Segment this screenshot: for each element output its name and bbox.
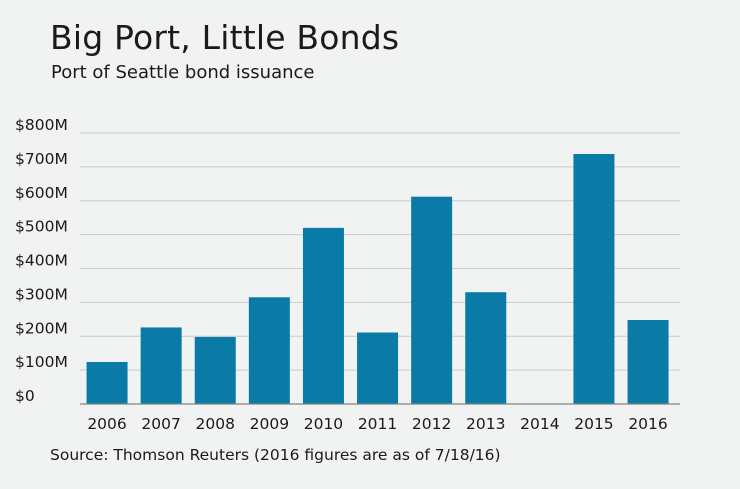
x-tick-label: 2009 — [250, 415, 289, 433]
bar-2007 — [140, 327, 182, 404]
y-tick-label: $500M — [15, 218, 68, 236]
bar-2009 — [248, 297, 290, 404]
bar-2008 — [194, 336, 236, 404]
x-tick-label: 2008 — [196, 415, 235, 433]
y-tick-label: $300M — [15, 285, 68, 303]
y-tick-label: $800M — [15, 116, 68, 134]
x-tick-label: 2010 — [304, 415, 343, 433]
x-tick-label: 2015 — [574, 415, 613, 433]
bar-2011 — [357, 332, 399, 404]
source-note: Source: Thomson Reuters (2016 figures ar… — [50, 446, 501, 464]
y-tick-label: $600M — [15, 184, 68, 202]
y-tick-label: $0 — [15, 387, 35, 405]
x-tick-label: 2006 — [87, 415, 126, 433]
y-tick-label: $200M — [15, 319, 68, 337]
x-tick-label: 2012 — [412, 415, 451, 433]
x-tick-label: 2007 — [141, 415, 180, 433]
x-axis-tick-labels: 2006 2007 2008 2009 2010 2011 2012 2013 2014 2015… — [87, 415, 667, 433]
y-axis-tick-labels: $0 $100M $200M $300M $400M $500M $600M $700M $80… — [15, 116, 68, 405]
bar-2010 — [302, 227, 344, 404]
chart-title: Big Port, Little Bonds — [50, 18, 400, 57]
x-tick-label: 2014 — [520, 415, 559, 433]
bars — [86, 154, 669, 404]
bar-2013 — [465, 292, 507, 404]
y-tick-label: $100M — [15, 353, 68, 371]
chart-subtitle: Port of Seattle bond issuance — [51, 62, 315, 83]
y-tick-label: $700M — [15, 150, 68, 168]
x-tick-label: 2013 — [466, 415, 505, 433]
bar-2012 — [411, 196, 453, 404]
bar-2015 — [573, 154, 615, 404]
bar-2016 — [627, 319, 669, 404]
bar-2006 — [86, 361, 128, 404]
x-tick-label: 2016 — [628, 415, 667, 433]
x-tick-label: 2011 — [358, 415, 397, 433]
y-tick-label: $400M — [15, 252, 68, 270]
